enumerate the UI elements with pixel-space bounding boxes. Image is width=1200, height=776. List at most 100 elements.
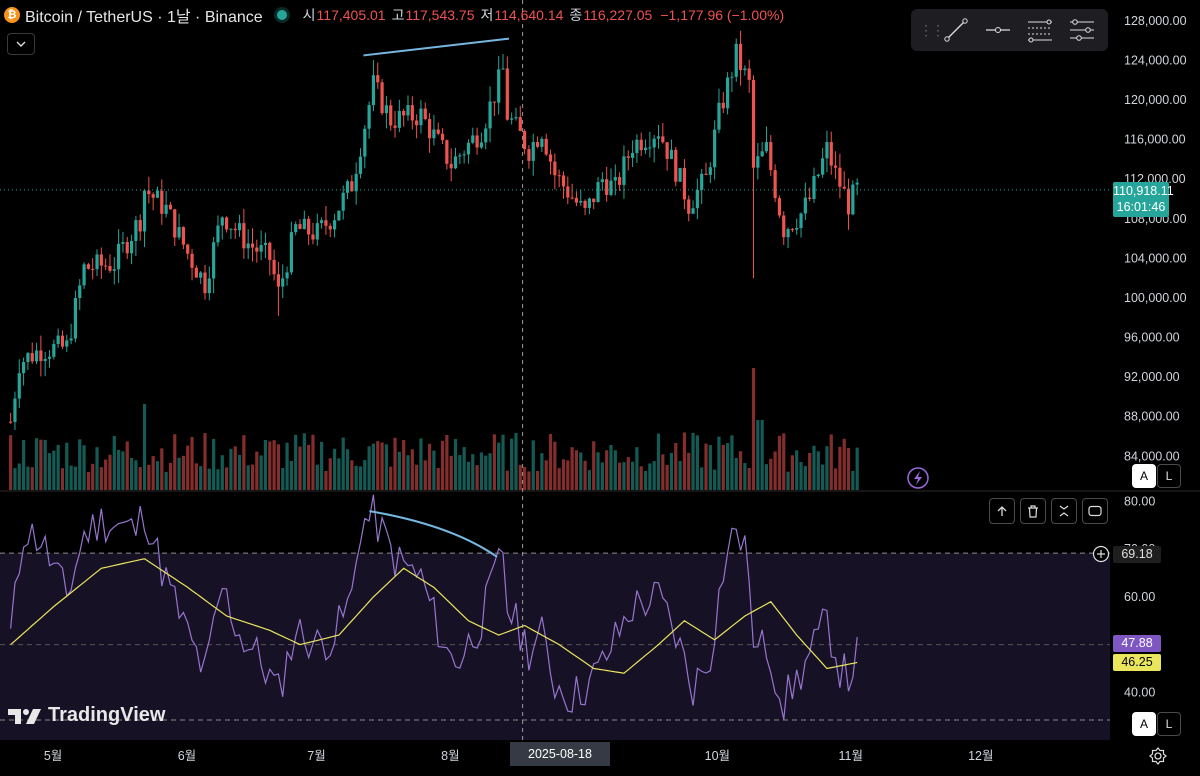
volume-bar — [825, 446, 829, 490]
candle-body — [255, 247, 259, 252]
volume-bar — [250, 464, 255, 490]
candle-body — [540, 138, 544, 147]
candle-body — [777, 198, 782, 216]
volume-bar — [415, 464, 419, 490]
trendline-tool-button[interactable] — [937, 15, 975, 45]
volume-bar — [112, 435, 116, 490]
rsi-log-scale-button[interactable]: L — [1157, 712, 1181, 736]
candle-body — [168, 204, 173, 210]
candle-body — [535, 142, 540, 147]
volume-bar — [350, 460, 354, 490]
horizontal-line-tool-button[interactable] — [979, 15, 1017, 45]
candle-body — [704, 173, 708, 175]
chart-settings-button[interactable] — [1148, 746, 1168, 766]
volume-bar — [134, 460, 138, 490]
candle-body — [497, 69, 501, 103]
candle-body — [216, 225, 220, 243]
volume-bar — [501, 434, 505, 490]
volume-bar — [497, 442, 501, 490]
month-tick-label: 12월 — [968, 749, 993, 763]
candle-body — [320, 220, 324, 224]
candle-body — [445, 140, 449, 164]
bitcoin-icon: ₿ — [4, 7, 20, 23]
candle-body — [212, 242, 216, 279]
collapse-pane-button[interactable] — [1051, 498, 1077, 524]
candle-body — [229, 228, 233, 230]
candle-body — [462, 154, 466, 156]
volume-bar — [281, 468, 285, 490]
candle-body — [661, 136, 665, 143]
trash-icon — [1028, 504, 1038, 518]
volume-bar — [618, 462, 622, 490]
candle-body — [276, 274, 281, 287]
volume-bar — [371, 443, 376, 490]
delete-pane-button[interactable] — [1020, 498, 1046, 524]
volume-bar — [548, 433, 553, 490]
candle-body — [363, 128, 367, 157]
ohlc-high-label: 고 — [391, 7, 405, 23]
candle-body — [700, 173, 704, 190]
candle-body — [747, 68, 751, 80]
volume-bar — [345, 449, 350, 490]
volume-bar — [851, 470, 855, 490]
candle-body — [466, 142, 471, 155]
rsi-tick-label: 80.00 — [1124, 495, 1155, 509]
rsi-auto-scale-button[interactable]: A — [1132, 712, 1156, 736]
volume-bar — [570, 447, 574, 490]
volume-bar — [579, 452, 583, 490]
candle-body — [43, 358, 47, 362]
maximize-pane-button[interactable] — [1082, 498, 1108, 524]
candle-body — [846, 188, 851, 215]
volume-bar — [661, 454, 665, 490]
candle-body — [129, 240, 134, 254]
candle-body — [272, 259, 276, 275]
price-tick-label: 116,000.00 — [1124, 133, 1186, 147]
candle-body — [384, 105, 388, 114]
volume-bar — [285, 442, 289, 490]
candle-body — [730, 76, 734, 78]
settings-lines-button[interactable] — [1063, 15, 1101, 45]
candle-body — [544, 138, 548, 155]
candle-body — [669, 149, 674, 159]
symbol-title[interactable]: Bitcoin / TetherUS · 1날 · Binance — [25, 9, 263, 26]
candle-body — [358, 156, 363, 174]
volume-bar — [324, 471, 328, 490]
price-trendline — [363, 37, 510, 57]
candle-body — [181, 227, 186, 245]
volume-bar — [816, 451, 820, 490]
rsi-tick-label: 40.00 — [1124, 685, 1155, 699]
drag-handle-icon[interactable]: ⋮⋮ — [919, 21, 945, 38]
volume-bar — [544, 460, 548, 490]
volume-bar — [557, 468, 561, 490]
candle-body — [289, 232, 293, 273]
candle-body — [155, 190, 160, 198]
move-pane-up-button[interactable] — [989, 498, 1015, 524]
candle-body — [505, 68, 509, 120]
price-tick-label: 88,000.00 — [1124, 410, 1180, 424]
candle-body — [173, 209, 177, 238]
volume-bar — [78, 439, 82, 490]
candle-body — [47, 356, 52, 359]
candle-body — [484, 128, 488, 143]
candle-body — [609, 180, 613, 195]
auto-scale-button[interactable]: A — [1132, 464, 1156, 488]
candle-body — [233, 228, 237, 231]
volume-bar — [194, 463, 198, 490]
candle-body — [436, 129, 440, 134]
collapse-legend-button[interactable] — [7, 33, 35, 55]
volume-bar — [609, 444, 613, 490]
volume-bar — [622, 462, 626, 490]
candle-body — [142, 190, 147, 232]
candle-body — [294, 224, 298, 233]
candle-body — [186, 244, 190, 254]
month-tick-label: 11월 — [839, 749, 863, 763]
volume-bar — [704, 443, 708, 490]
log-scale-button[interactable]: L — [1157, 464, 1181, 488]
add-level-button[interactable] — [1092, 545, 1110, 563]
month-tick-label: 5월 — [44, 749, 62, 763]
volume-bar — [656, 433, 661, 490]
fib-retracement-tool-button[interactable] — [1021, 15, 1059, 45]
month-tick-label: 6월 — [178, 749, 196, 763]
